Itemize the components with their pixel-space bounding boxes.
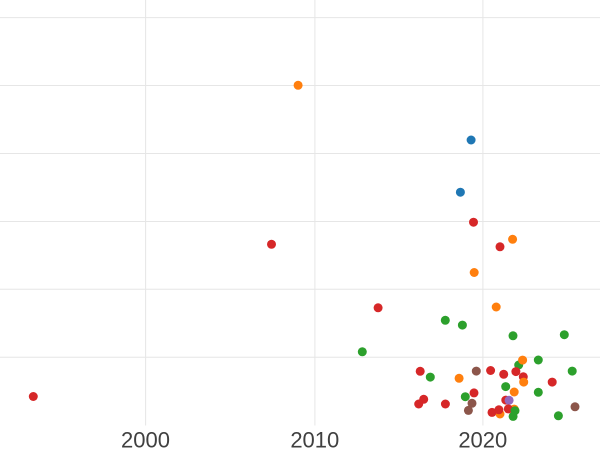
svg-text:2000: 2000	[121, 428, 170, 450]
svg-text:2020: 2020	[458, 428, 507, 450]
svg-text:2010: 2010	[290, 428, 339, 450]
